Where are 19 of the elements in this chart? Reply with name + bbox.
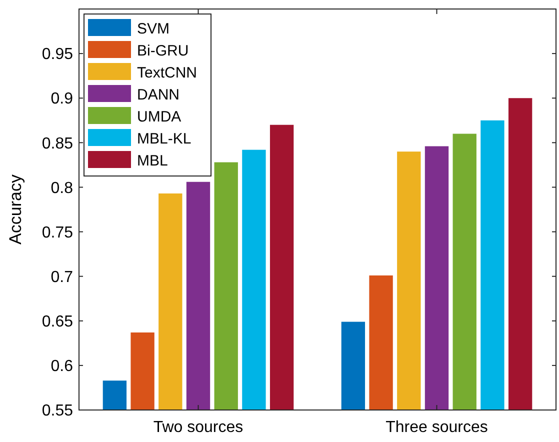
legend-label: DANN <box>137 86 180 104</box>
y-tick-label: 0.65 <box>42 313 74 330</box>
legend-label: UMDA <box>137 108 182 126</box>
y-tick-label: 0.55 <box>42 402 74 420</box>
y-tick-label: 0.8 <box>50 180 74 197</box>
y-tick-label: 0.75 <box>42 224 74 242</box>
legend-label: MBL <box>137 152 168 170</box>
x-tick-label: Two sources <box>153 419 244 436</box>
y-tick-label: 0.95 <box>42 46 74 64</box>
y-axis-title: Accuracy <box>6 174 25 244</box>
y-tick-label: 0.7 <box>50 268 74 286</box>
x-tick-label: Three sources <box>386 419 488 436</box>
y-tick-label: 0.9 <box>50 90 74 108</box>
legend-label: MBL-KL <box>137 130 192 148</box>
legend-label: Bi-GRU <box>137 42 189 60</box>
y-tick-label: 0.6 <box>50 358 74 376</box>
legend-label: TextCNN <box>137 64 198 82</box>
legend-label: SVM <box>137 20 170 38</box>
y-tick-label: 0.85 <box>42 135 74 152</box>
